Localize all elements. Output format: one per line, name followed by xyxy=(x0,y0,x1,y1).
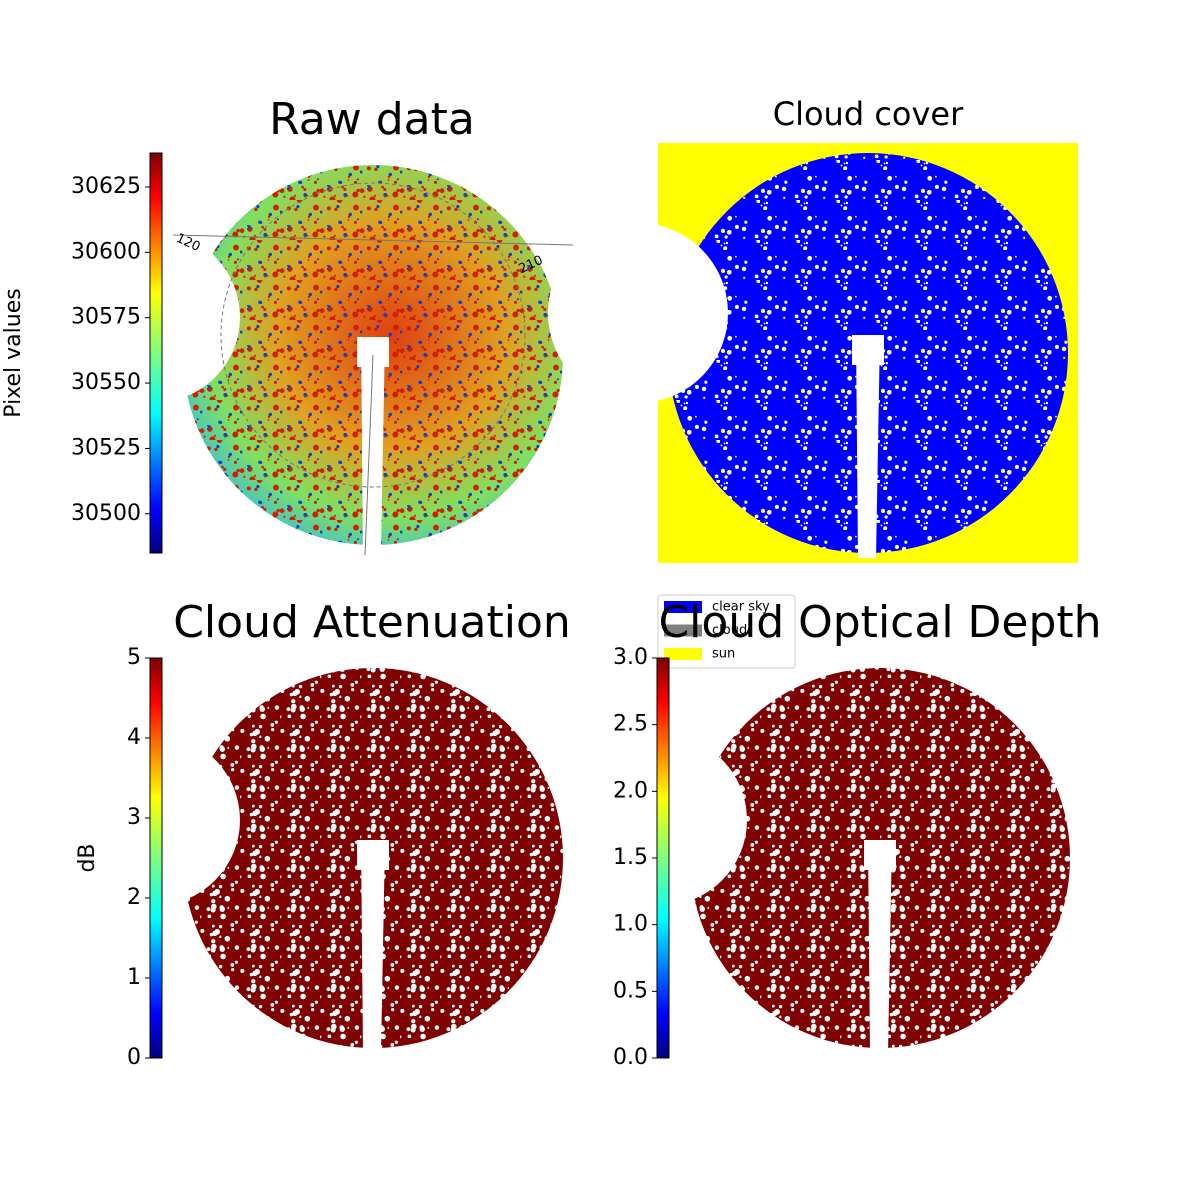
colorbar-tick-label: 30600 xyxy=(71,239,141,264)
colorbar-tick-label: 3 xyxy=(127,805,141,830)
mask-block xyxy=(852,335,884,365)
colorbar-tick-label: 1 xyxy=(127,965,141,990)
azimuth-ring xyxy=(220,182,526,488)
azimuth-line xyxy=(172,234,574,246)
panel: Cloud Attenuation 0 1 2 3 4 5 dB xyxy=(69,597,571,1070)
colorbar-tick-label: 0.5 xyxy=(613,978,648,1003)
colorbar-tick-label: 0 xyxy=(127,1045,141,1070)
panel-title: Cloud Optical Depth xyxy=(658,597,1101,648)
panel: Raw data12021030500305253055030575306003… xyxy=(1,94,574,556)
colorbar-tick-label: 4 xyxy=(127,725,141,750)
colorbar xyxy=(149,657,163,1059)
panel-title: Raw data xyxy=(269,94,475,145)
colorbar xyxy=(656,657,670,1059)
colorbar-tick-label: 1.0 xyxy=(613,912,648,937)
colorbar-tick-label: 30625 xyxy=(71,174,141,199)
panel-title: Cloud Attenuation xyxy=(173,597,571,648)
legend-swatch xyxy=(664,601,702,613)
colorbar-tick-label: 3.0 xyxy=(613,645,648,670)
colorbar-tick-label: 2.0 xyxy=(613,778,648,803)
legend-label: cloud xyxy=(712,623,747,638)
colorbar xyxy=(149,152,163,554)
mask-slot xyxy=(361,337,385,550)
colorbar-tick-label: 5 xyxy=(127,645,141,670)
legend-swatch xyxy=(664,624,702,637)
colorbar-tick-label: 30550 xyxy=(71,370,141,395)
mask-slot xyxy=(856,335,880,558)
legend-swatch xyxy=(664,648,702,660)
mask-slot xyxy=(868,840,892,1053)
colorbar-tick-label: 30500 xyxy=(71,501,141,526)
colorbar-label: dB xyxy=(75,843,100,872)
colorbar-tick-label: 2 xyxy=(127,885,141,910)
colorbar-tick-label: 0.0 xyxy=(613,1045,648,1070)
legend: clear sky cloud sun xyxy=(657,594,796,669)
panel-title: Cloud cover xyxy=(773,95,964,133)
masked-area xyxy=(548,223,728,403)
colorbar-tick-label: 30525 xyxy=(71,435,141,460)
legend-label: sun xyxy=(712,647,735,662)
legend-label: clear sky xyxy=(712,600,770,615)
colorbar-tick-label: 1.5 xyxy=(613,845,648,870)
panel: Cloud cover clear sky cloud sun xyxy=(548,95,1078,669)
colorbar-tick-label: 2.5 xyxy=(613,712,648,737)
mask-block xyxy=(357,840,389,870)
colorbar-tick-label: 30575 xyxy=(71,305,141,330)
mask-block xyxy=(864,840,896,870)
colorbar-label: Pixel values xyxy=(1,288,26,417)
azimuth-line xyxy=(364,354,374,556)
mask-slot xyxy=(361,840,385,1053)
panel: Cloud Optical Depth 0.0 0.5 1.0 1.5 2.0 2.5 3.0 xyxy=(576,597,1102,1070)
